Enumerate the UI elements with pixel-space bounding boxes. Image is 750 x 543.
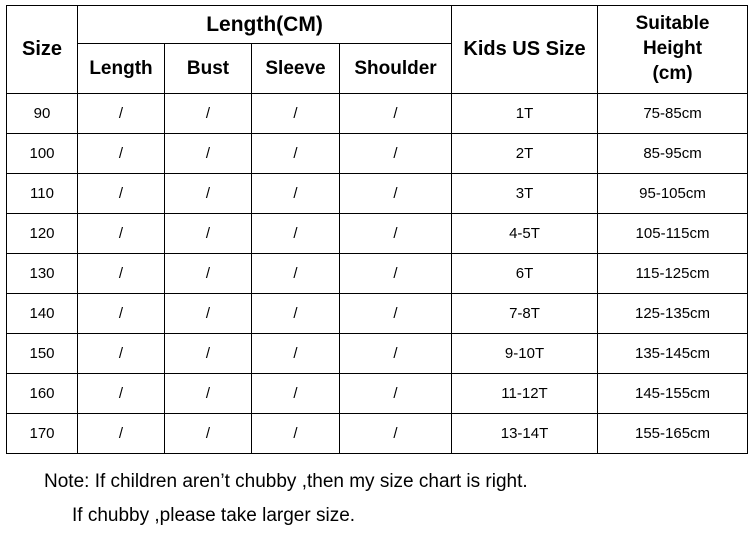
cell-size: 120 [6, 213, 78, 254]
cell-size: 150 [6, 333, 78, 374]
table-row: 90 / / / / 1T 75-85cm [6, 93, 749, 134]
cell-kids-us-size: 6T [451, 253, 599, 294]
table-row: 130 / / / / 6T 115-125cm [6, 253, 749, 294]
cell-sleeve: / [251, 253, 340, 294]
cell-length: / [77, 253, 165, 294]
cell-bust: / [164, 133, 252, 174]
cell-length: / [77, 213, 165, 254]
cell-sleeve: / [251, 333, 340, 374]
cell-kids-us-size: 2T [451, 133, 599, 174]
cell-shoulder: / [338, 213, 453, 254]
cell-size: 110 [6, 173, 78, 214]
table-row: 160 / / / / 11-12T 145-155cm [6, 373, 749, 414]
cell-length: / [77, 333, 165, 374]
cell-length: / [77, 93, 165, 134]
header-length: Length [77, 43, 165, 94]
cell-kids-us-size: 1T [451, 93, 599, 134]
cell-kids-us-size: 7-8T [451, 293, 599, 334]
cell-bust: / [164, 333, 252, 374]
cell-shoulder: / [338, 373, 453, 414]
cell-sleeve: / [251, 293, 340, 334]
cell-length: / [77, 413, 165, 454]
table-row: 110 / / / / 3T 95-105cm [6, 173, 749, 214]
cell-sleeve: / [251, 133, 340, 174]
cell-sleeve: / [251, 93, 340, 134]
cell-shoulder: / [338, 413, 453, 454]
cell-length: / [77, 133, 165, 174]
cell-suitable-height: 115-125cm [597, 253, 749, 294]
header-bust: Bust [164, 43, 252, 94]
cell-shoulder: / [338, 133, 453, 174]
cell-size: 90 [6, 93, 78, 134]
cell-bust: / [164, 373, 252, 414]
cell-sleeve: / [251, 413, 340, 454]
table-row: 150 / / / / 9-10T 135-145cm [6, 333, 749, 374]
cell-length: / [77, 293, 165, 334]
cell-suitable-height: 145-155cm [597, 373, 749, 414]
cell-sleeve: / [251, 213, 340, 254]
header-row-group: Size Length(CM) Kids US Size Suitable He… [6, 5, 749, 94]
cell-shoulder: / [338, 253, 453, 294]
table-row: 140 / / / / 7-8T 125-135cm [6, 293, 749, 334]
cell-bust: / [164, 93, 252, 134]
cell-bust: / [164, 293, 252, 334]
cell-sleeve: / [251, 373, 340, 414]
cell-suitable-height: 95-105cm [597, 173, 749, 214]
cell-kids-us-size: 3T [451, 173, 599, 214]
size-chart-table: Size Length(CM) Kids US Size Suitable He… [6, 5, 749, 454]
note-line-1: Note: If children aren’t chubby ,then my… [44, 471, 528, 492]
cell-suitable-height: 75-85cm [597, 93, 749, 134]
table-row: 100 / / / / 2T 85-95cm [6, 133, 749, 174]
cell-size: 140 [6, 293, 78, 334]
cell-size: 100 [6, 133, 78, 174]
cell-length: / [77, 373, 165, 414]
cell-size: 160 [6, 373, 78, 414]
cell-suitable-height: 125-135cm [597, 293, 749, 334]
cell-suitable-height: 105-115cm [597, 213, 749, 254]
cell-shoulder: / [338, 333, 453, 374]
header-length-cm-group: Length(CM) [76, 5, 453, 44]
header-sleeve: Sleeve [251, 43, 340, 94]
cell-shoulder: / [338, 293, 453, 334]
cell-bust: / [164, 413, 252, 454]
cell-suitable-height: 85-95cm [597, 133, 749, 174]
cell-bust: / [164, 253, 252, 294]
cell-kids-us-size: 9-10T [451, 333, 599, 374]
header-shoulder: Shoulder [338, 43, 453, 94]
header-kids-us-size: Kids US Size [451, 5, 599, 94]
header-size: Size [6, 5, 78, 94]
cell-sleeve: / [251, 173, 340, 214]
cell-kids-us-size: 4-5T [451, 213, 599, 254]
cell-bust: / [164, 173, 252, 214]
cell-size: 170 [6, 413, 78, 454]
table-row: 120 / / / / 4-5T 105-115cm [6, 213, 749, 254]
cell-shoulder: / [338, 173, 453, 214]
note-line-2: If chubby ,please take larger size. [72, 505, 356, 526]
cell-shoulder: / [338, 93, 453, 134]
cell-length: / [77, 173, 165, 214]
header-suitable-height: Suitable Height (cm) [597, 5, 749, 94]
cell-kids-us-size: 11-12T [451, 373, 599, 414]
header-row-sub: Length Bust Sleeve Shoulder [7, 43, 748, 94]
cell-bust: / [164, 213, 252, 254]
cell-size: 130 [6, 253, 78, 294]
cell-suitable-height: 135-145cm [597, 333, 749, 374]
cell-suitable-height: 155-165cm [597, 413, 749, 454]
table-row: 170 / / / / 13-14T 155-165cm [6, 413, 749, 454]
cell-kids-us-size: 13-14T [451, 413, 599, 454]
